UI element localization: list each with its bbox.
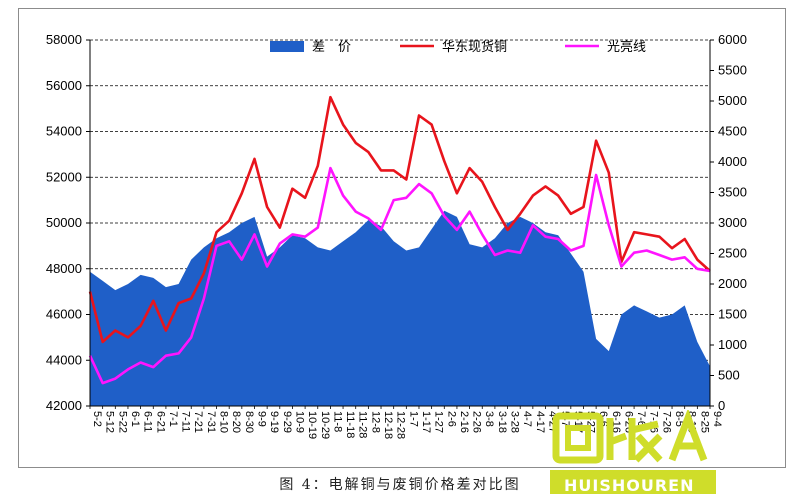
x-tick-label: 8-10 — [218, 411, 230, 433]
x-tick-label: 3-18 — [496, 411, 508, 433]
legend-label: 光亮线 — [607, 39, 646, 55]
logo — [550, 410, 716, 494]
area-layer — [90, 210, 710, 406]
left-tick-label: 56000 — [46, 78, 82, 93]
x-tick-label: 3-8 — [483, 411, 495, 427]
x-tick-label: 7-1 — [167, 411, 179, 427]
logo-stroke-2 — [606, 418, 663, 463]
x-tick-label: 12-8 — [369, 411, 381, 433]
legend-swatch-area — [270, 41, 304, 52]
logo-text: HUISHOUREN — [564, 476, 695, 495]
left-tick-label: 52000 — [46, 169, 82, 184]
series-area-0 — [90, 210, 710, 406]
x-tick-label: 7-26 — [660, 411, 672, 433]
x-tick-label: 8-20 — [230, 411, 242, 433]
series-line-2 — [88, 166, 711, 385]
x-tick-label: 8-5 — [673, 411, 685, 427]
left-tick-label: 44000 — [46, 352, 82, 367]
x-tick-label: 9-29 — [281, 411, 293, 433]
series-line-1 — [88, 95, 711, 344]
x-tick-label: 10-9 — [293, 411, 305, 433]
right-tick-label: 3000 — [718, 215, 747, 230]
x-tick-label: 8-25 — [698, 411, 710, 433]
x-tick-label: 7-11 — [180, 411, 192, 432]
legend-label: 差 价 — [312, 40, 351, 55]
x-tick-label: 3-28 — [509, 411, 521, 433]
right-tick-label: 6000 — [718, 32, 747, 47]
x-tick-label: 7-6 — [635, 411, 647, 427]
x-tick-label: 7-21 — [192, 411, 204, 433]
x-tick-label: 6-1 — [129, 411, 141, 427]
x-tick-label: 4-7 — [521, 411, 533, 427]
x-tick-label: 6-21 — [154, 411, 166, 433]
x-tick-label: 9-4 — [711, 411, 723, 427]
x-tick-label: 12-28 — [395, 411, 407, 439]
logo-box-2 — [565, 425, 591, 451]
logo-stroke-3 — [668, 410, 708, 462]
line-layer — [88, 95, 711, 385]
legend: 差 价 华东现货铜 光亮线 — [270, 39, 646, 55]
x-tick-label: 10-19 — [306, 411, 318, 439]
left-tick-label: 50000 — [46, 215, 82, 230]
logo-box-1 — [552, 412, 604, 464]
x-tick-label: 2-26 — [471, 411, 483, 433]
x-tick-label: 5-12 — [104, 411, 116, 433]
right-tick-label: 4500 — [718, 124, 747, 139]
legend-label: 华东现货铜 — [442, 39, 507, 55]
right-tick-label: 1500 — [718, 307, 747, 322]
x-tick-label: 7-31 — [205, 411, 217, 433]
left-tick-label: 48000 — [46, 261, 82, 276]
right-tick-label: 500 — [718, 368, 740, 383]
x-tick-label: 4-17 — [534, 411, 546, 433]
x-tick-label: 8-30 — [243, 411, 255, 433]
right-tick-label: 2500 — [718, 246, 747, 261]
left-tick-label: 42000 — [46, 398, 82, 413]
x-tick-label: 2-16 — [458, 411, 470, 433]
right-tick-label: 4000 — [718, 154, 747, 169]
logo-bar — [550, 470, 716, 494]
x-tick-label: 6-11 — [142, 411, 154, 432]
left-tick-label: 58000 — [46, 32, 82, 47]
left-tick-label: 46000 — [46, 307, 82, 322]
right-tick-label: 2000 — [718, 276, 747, 291]
right-tick-label: 5000 — [718, 93, 747, 108]
x-tick-label: 1-27 — [433, 411, 445, 433]
right-tick-label: 5500 — [718, 63, 747, 78]
x-tick-label: 10-29 — [319, 411, 331, 439]
x-tick-label: 11-18 — [344, 411, 356, 438]
x-tick-label: 11-28 — [357, 411, 369, 438]
right-tick-label: 1000 — [718, 337, 747, 352]
x-tick-label: 12-18 — [382, 411, 394, 439]
x-tick-label: 11-8 — [331, 411, 343, 432]
x-tick-label: 5-2 — [91, 411, 103, 427]
x-tick-label: 9-19 — [268, 411, 280, 433]
left-tick-label: 54000 — [46, 124, 82, 139]
right-tick-label: 3500 — [718, 185, 747, 200]
x-tick-label: 5-22 — [116, 411, 128, 433]
figure-caption: 图 4：电解铜与废铜价格差对比图 — [279, 477, 521, 493]
x-tick-label: 2-6 — [445, 411, 457, 427]
right-tick-label: 0 — [718, 398, 725, 413]
x-tick-label: 1-17 — [420, 411, 432, 433]
x-tick-label: 1-7 — [407, 411, 419, 427]
x-tick-label: 9-9 — [256, 411, 268, 427]
